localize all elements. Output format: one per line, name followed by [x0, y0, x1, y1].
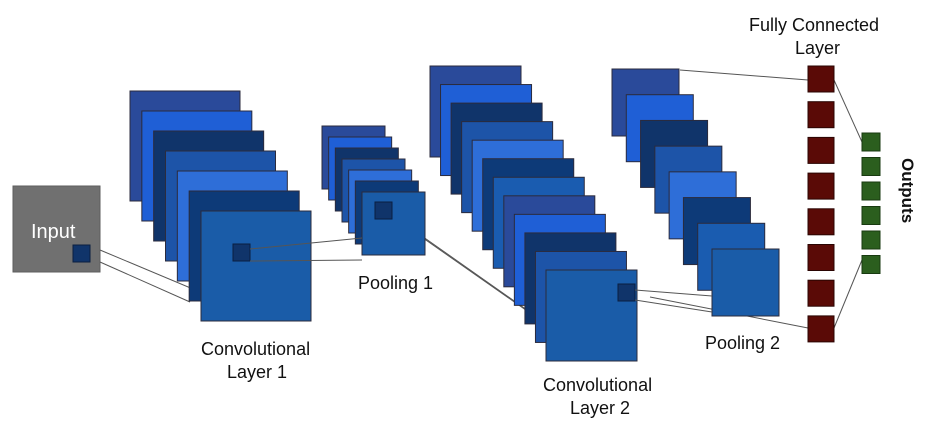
pool2-to-fc-line — [679, 69, 809, 81]
pool1-label: Pooling 1 — [358, 273, 433, 293]
outputs-label: Outputs — [898, 158, 917, 223]
pool2-map — [711, 248, 780, 317]
feature-maps — [12, 65, 881, 362]
pool1-kernel-marker — [374, 201, 393, 220]
conv1-label-line2: Layer 1 — [227, 362, 287, 382]
conv1-to-pool1-line — [249, 259, 363, 262]
fc-node — [807, 208, 835, 236]
input-label: Input — [31, 221, 76, 243]
conv2-to-pool2-line — [634, 289, 713, 297]
fc-node — [807, 136, 835, 164]
output-node — [861, 206, 881, 225]
fc-to-output-line — [833, 259, 863, 329]
fc-node — [807, 101, 835, 129]
pool2-label: Pooling 2 — [705, 333, 780, 353]
output-node — [861, 157, 881, 176]
overlay-lines — [72, 201, 713, 313]
output-node — [861, 255, 881, 274]
fc-node — [807, 279, 835, 307]
output-node — [861, 181, 881, 201]
conv2-label-line1: Convolutional — [543, 375, 652, 395]
fc-node — [807, 172, 835, 200]
input-kernel-marker — [72, 244, 91, 263]
fc-node — [807, 315, 835, 343]
conv1-to-pool1-line — [249, 237, 363, 250]
conv2-label-line2: Layer 2 — [570, 398, 630, 418]
pool1-map — [361, 191, 426, 256]
fc-node — [807, 65, 835, 93]
fc-node — [807, 244, 835, 271]
fc-label-line2: Layer — [795, 38, 840, 58]
output-node — [861, 230, 881, 250]
conv1-map — [200, 210, 312, 322]
output-node — [861, 132, 881, 152]
fc-to-output-line — [833, 79, 863, 143]
conv1-label-line1: Convolutional — [201, 339, 310, 359]
fc-label-line1: Fully Connected — [749, 15, 879, 35]
conv1-kernel-marker — [232, 243, 251, 262]
input-to-conv1-line — [99, 261, 191, 303]
conv2-to-pool2-line — [634, 299, 713, 313]
conv2-kernel-marker — [617, 283, 636, 302]
